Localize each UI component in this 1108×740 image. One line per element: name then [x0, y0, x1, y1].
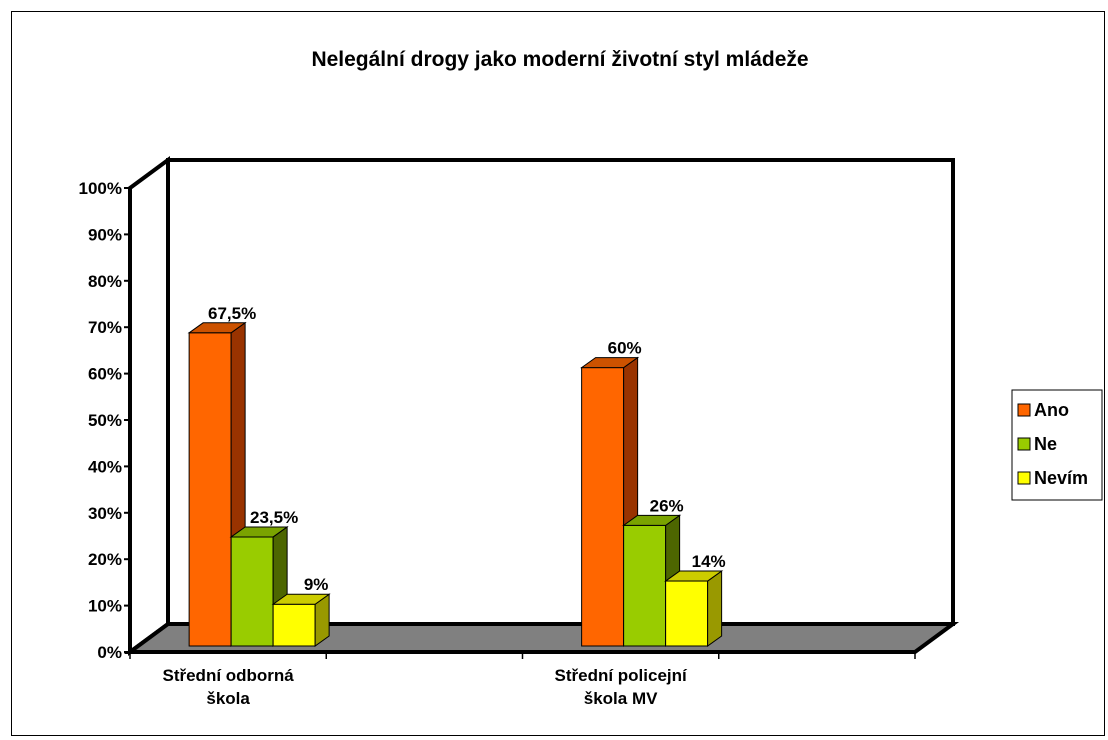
y-tick-label: 0%: [97, 643, 122, 662]
bar-side: [707, 570, 723, 647]
bar-top: [622, 514, 682, 526]
bar-front: [188, 332, 232, 647]
side-wall: [128, 156, 170, 656]
legend-label: Ano: [1034, 400, 1069, 420]
bars: 67,5% 23,5% 9% 60% 26% 14%: [187, 304, 726, 647]
bar-top: [664, 570, 724, 582]
legend-label: Ne: [1034, 434, 1057, 454]
bar-front: [581, 367, 625, 647]
data-label: 9%: [304, 575, 329, 594]
y-tick-label: 100%: [79, 179, 122, 198]
legend-label: Nevím: [1034, 468, 1088, 488]
y-axis: 0% 10% 20% 30% 40% 50% 60% 70% 80% 90% 100%: [79, 179, 131, 662]
chart-walls: [123, 156, 960, 656]
y-tick-label: 80%: [88, 272, 122, 291]
legend-swatch: [1017, 471, 1031, 485]
x-axis: Střední odborná škola Střední policejní ško…: [129, 651, 916, 708]
y-tick-label: 40%: [88, 457, 122, 476]
data-label: 60%: [608, 339, 642, 358]
data-label: 14%: [692, 552, 726, 571]
chart-title: Nelegální drogy jako moderní životní sty…: [311, 48, 808, 71]
legend-swatch: [1017, 437, 1031, 451]
bar-front: [623, 524, 667, 647]
y-tick-label: 50%: [88, 411, 122, 430]
data-label: 67,5%: [208, 304, 256, 323]
legend-swatch: [1017, 403, 1031, 417]
x-category-label: Střední odborná: [162, 666, 294, 685]
data-label: 26%: [650, 496, 684, 515]
bar-front: [272, 603, 316, 647]
y-tick-label: 30%: [88, 504, 122, 523]
x-category-label: škola MV: [584, 689, 658, 708]
y-tick-label: 70%: [88, 318, 122, 337]
x-category-label: Střední policejní: [555, 666, 689, 685]
y-tick-label: 10%: [88, 597, 122, 616]
x-category-label: škola: [206, 689, 250, 708]
y-tick-label: 20%: [88, 550, 122, 569]
bar-top: [187, 322, 247, 334]
bar-front: [230, 536, 274, 647]
legend: Ano Ne Nevím: [1011, 389, 1103, 501]
y-tick-label: 60%: [88, 365, 122, 384]
data-label: 23,5%: [250, 508, 298, 527]
bar-front: [665, 580, 709, 647]
y-tick-label: 90%: [88, 225, 122, 244]
bar-top: [580, 357, 640, 369]
bar-top: [271, 593, 331, 605]
bar-top: [229, 526, 289, 538]
